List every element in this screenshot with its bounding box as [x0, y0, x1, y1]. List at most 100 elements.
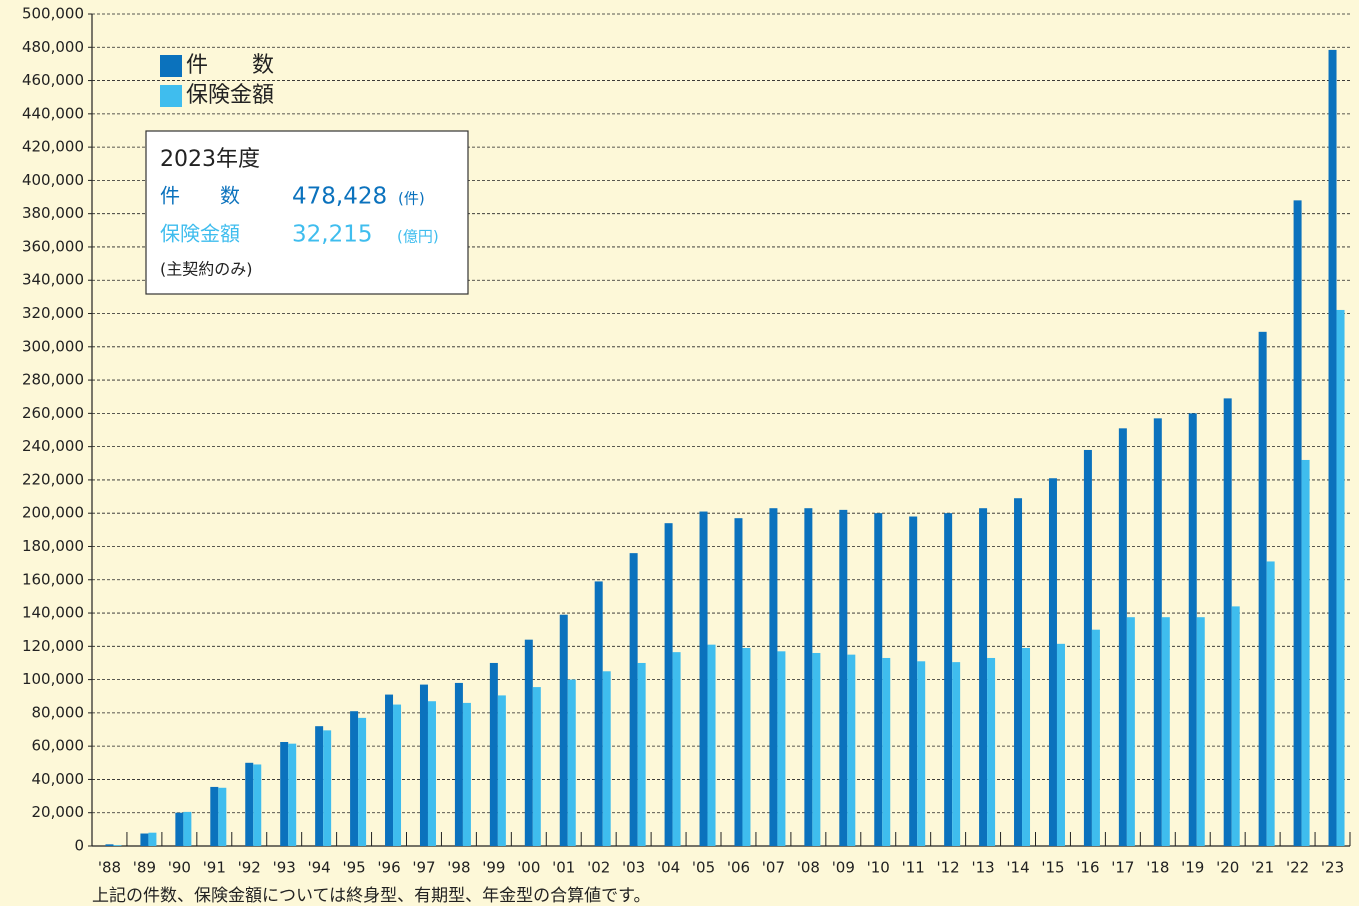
x-tick-label: '08	[797, 859, 820, 877]
bar	[489, 662, 498, 846]
bar	[427, 701, 436, 846]
bar	[175, 812, 184, 846]
x-tick-label: '10	[867, 859, 890, 877]
x-tick-label: '96	[377, 859, 400, 877]
x-tick-label: '98	[447, 859, 470, 877]
x-tick-label: '90	[168, 859, 191, 877]
x-tick-label: '94	[308, 859, 331, 877]
y-tick-label: 460,000	[22, 71, 84, 89]
bar	[602, 671, 611, 846]
bar	[804, 508, 813, 846]
bar	[385, 694, 394, 846]
bar	[419, 684, 428, 846]
x-tick-label: '97	[412, 859, 435, 877]
x-tick-label: '88	[98, 859, 121, 877]
bar	[1328, 49, 1337, 846]
legend-label: 保険金額	[186, 83, 274, 108]
x-tick-label: '15	[1041, 859, 1064, 877]
bar	[979, 508, 988, 846]
y-tick-label: 240,000	[22, 437, 84, 455]
y-tick-label: 300,000	[22, 337, 84, 355]
bar	[253, 764, 262, 846]
x-tick-label: '99	[482, 859, 505, 877]
bar	[183, 811, 192, 846]
bar	[1196, 617, 1205, 846]
info-label: 保険金額	[160, 222, 240, 246]
y-tick-label: 180,000	[22, 537, 84, 555]
bar	[1091, 629, 1100, 846]
bar	[462, 702, 471, 846]
x-tick-label: '06	[727, 859, 750, 877]
bar	[393, 704, 402, 846]
y-tick-label: 80,000	[32, 703, 85, 721]
y-tick-label: 320,000	[22, 304, 84, 322]
y-tick-label: 0	[74, 837, 84, 855]
x-tick-label: '95	[342, 859, 365, 877]
x-tick-label: '13	[971, 859, 994, 877]
bar	[1022, 647, 1031, 846]
x-tick-label: '21	[1251, 859, 1274, 877]
bar	[909, 516, 918, 846]
info-title: 2023年度	[160, 147, 260, 172]
bar	[594, 581, 603, 846]
x-tick-label: '00	[517, 859, 540, 877]
bar	[1231, 606, 1240, 846]
bar	[1118, 428, 1127, 846]
info-box	[145, 130, 469, 295]
x-tick-label: '20	[1216, 859, 1239, 877]
y-tick-label: 60,000	[32, 737, 85, 755]
bar	[707, 644, 716, 846]
x-tick-label: '16	[1076, 859, 1099, 877]
bar	[1293, 200, 1302, 847]
x-tick-label: '18	[1146, 859, 1169, 877]
info-note: (主契約のみ)	[160, 260, 253, 279]
bar	[350, 711, 359, 846]
y-tick-label: 500,000	[22, 5, 84, 23]
bar	[280, 742, 289, 846]
bar	[672, 652, 681, 846]
y-tick-label: 420,000	[22, 138, 84, 156]
x-tick-label: '17	[1111, 859, 1134, 877]
bar	[777, 651, 786, 846]
bar	[559, 614, 568, 846]
info-unit: (件)	[398, 190, 425, 208]
bar	[699, 511, 708, 846]
bar	[812, 652, 821, 846]
x-tick-label: '11	[902, 859, 925, 877]
legend-swatch	[160, 85, 182, 107]
bar	[245, 762, 254, 846]
bar	[769, 508, 778, 846]
y-tick-label: 260,000	[22, 404, 84, 422]
x-tick-label: '91	[203, 859, 226, 877]
info-value: 32,215	[292, 222, 372, 248]
bar	[532, 687, 541, 846]
x-tick-label: '14	[1006, 859, 1029, 877]
bar	[1336, 309, 1345, 847]
y-tick-label: 100,000	[22, 670, 84, 688]
y-tick-label: 200,000	[22, 504, 84, 522]
bar	[140, 833, 149, 846]
y-tick-label: 220,000	[22, 470, 84, 488]
bar	[210, 786, 219, 846]
x-tick-label: '03	[622, 859, 645, 877]
bar	[1223, 398, 1232, 846]
x-tick-label: '19	[1181, 859, 1204, 877]
bar	[1048, 478, 1057, 846]
bar	[315, 726, 324, 846]
y-tick-label: 480,000	[22, 38, 84, 56]
bar	[1301, 459, 1310, 846]
bar	[882, 657, 891, 846]
y-tick-label: 380,000	[22, 204, 84, 222]
info-value: 478,428	[292, 184, 387, 210]
bar	[952, 662, 961, 846]
bar	[847, 654, 856, 846]
x-tick-label: '93	[273, 859, 296, 877]
y-tick-label: 360,000	[22, 237, 84, 255]
bar	[987, 657, 996, 846]
y-tick-label: 160,000	[22, 570, 84, 588]
x-tick-label: '05	[692, 859, 715, 877]
bar	[839, 509, 848, 846]
bar	[734, 518, 743, 846]
y-tick-label: 20,000	[32, 803, 85, 821]
